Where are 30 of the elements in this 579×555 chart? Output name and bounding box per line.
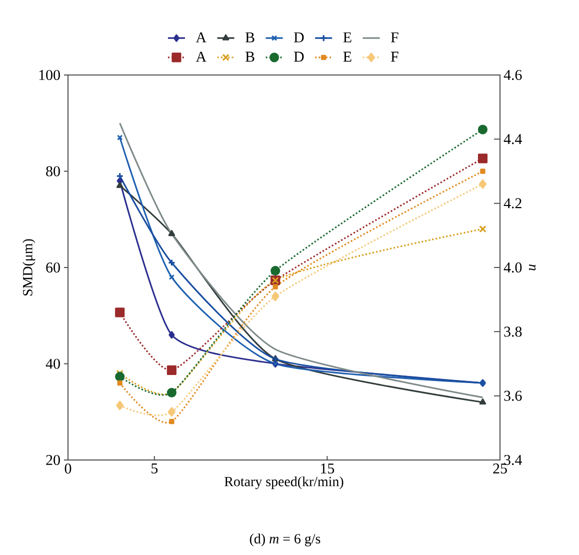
legend-label: B [245,32,254,42]
y-axis-title: SMD(μm) [22,239,36,296]
legend-label: E [343,32,352,42]
x-axis-title: Rotary speed(kr/min) [224,476,344,490]
legend-label: F [390,52,398,62]
legend-label: A [196,32,206,42]
y-tick-label: 100 [39,70,60,80]
y2-tick-label: 4.2 [504,198,522,208]
legend-label: A [196,52,206,62]
x-tick-label: 5 [152,464,158,474]
y2-tick-label: 3.8 [504,326,522,337]
x-tick-label: 15 [321,464,334,474]
y-tick-label: 20 [46,454,60,466]
y2-tick-label: 4.6 [504,70,522,80]
y-tick-label: 40 [46,358,60,369]
y2-tick-label: 4.4 [504,134,522,144]
y-tick-label: 80 [46,166,60,176]
legend-label: F [390,32,398,42]
legend-label: D [294,52,304,62]
text: (d) m = 6 g/s [250,534,320,546]
y2-tick-label: 3.4 [504,454,522,466]
x-tick-label: 25 [493,464,507,474]
y-tick-label: 60 [46,262,60,273]
y2-tick-label: 4.0 [504,262,522,273]
x-tick-label: 0 [64,464,72,474]
y2-axis-title: n [529,264,536,270]
y2-tick-label: 3.6 [504,390,522,401]
legend-label: D [294,32,304,42]
legend-label: E [343,52,352,62]
legend-label: B [245,52,254,62]
